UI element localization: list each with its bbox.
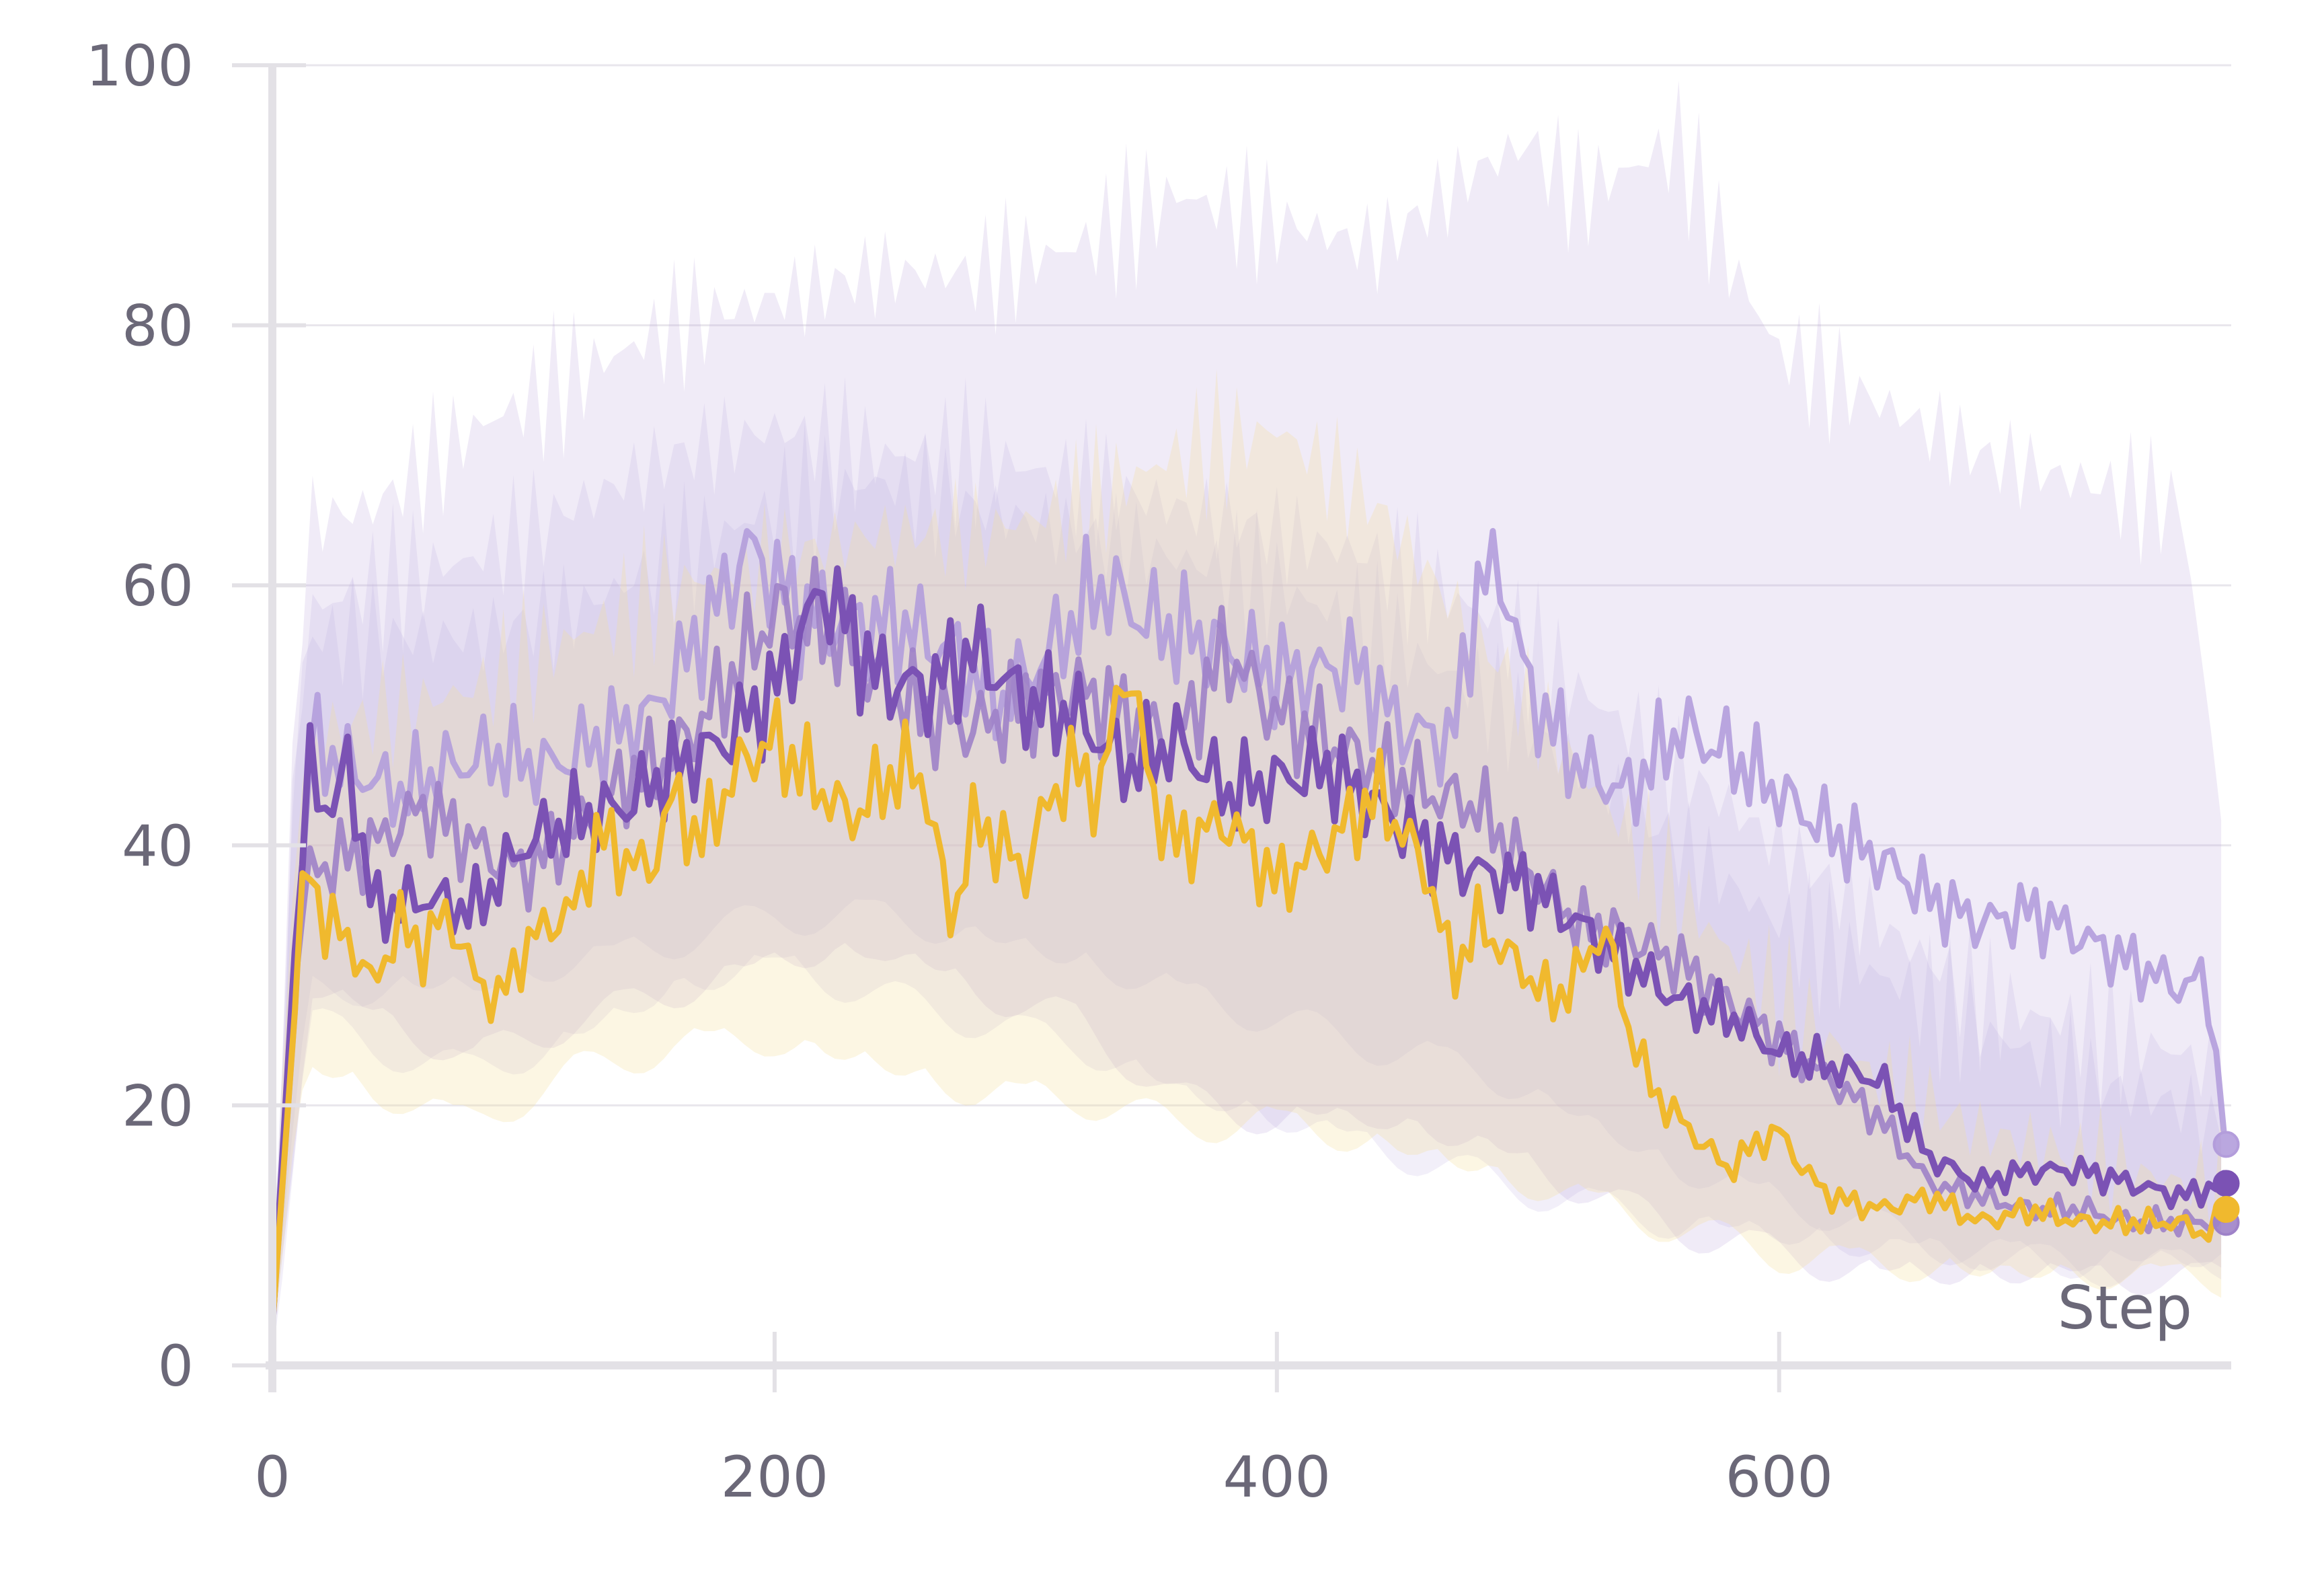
y-tick-label-0: 0: [158, 1333, 194, 1399]
series-end-marker-run-dark: [2212, 1170, 2240, 1197]
axis-layer: [232, 63, 2231, 1392]
series-line-run-dark: [269, 565, 2227, 1330]
y-tick-label-40: 40: [122, 813, 194, 879]
y-tick-label-60: 60: [122, 553, 194, 619]
end-marker-layer: [2212, 1131, 2240, 1236]
series-end-marker-run-gold: [2212, 1196, 2240, 1223]
y-tick-label-100: 100: [86, 33, 194, 99]
series-line-run-gold: [269, 685, 2227, 1330]
x-tick-label-200: 200: [721, 1444, 828, 1510]
confidence-band-run-gold: [272, 369, 2222, 1355]
confidence-band-run-mid: [272, 377, 2222, 1359]
x-axis-title: Step: [2058, 1273, 2192, 1343]
series-line-run-light: [269, 528, 2227, 1330]
x-tick-label-600: 600: [1726, 1444, 1833, 1510]
y-tick-label-80: 80: [122, 293, 194, 359]
series-line-layer: [269, 528, 2227, 1330]
x-tick-label-0: 0: [254, 1444, 290, 1510]
y-tick-label-20: 20: [122, 1073, 194, 1139]
x-tick-label-400: 400: [1223, 1444, 1331, 1510]
series-end-marker-run-light: [2212, 1131, 2240, 1158]
tick-label-layer: 0 20 40 60 80 100 0 200 400 600: [86, 33, 1833, 1510]
